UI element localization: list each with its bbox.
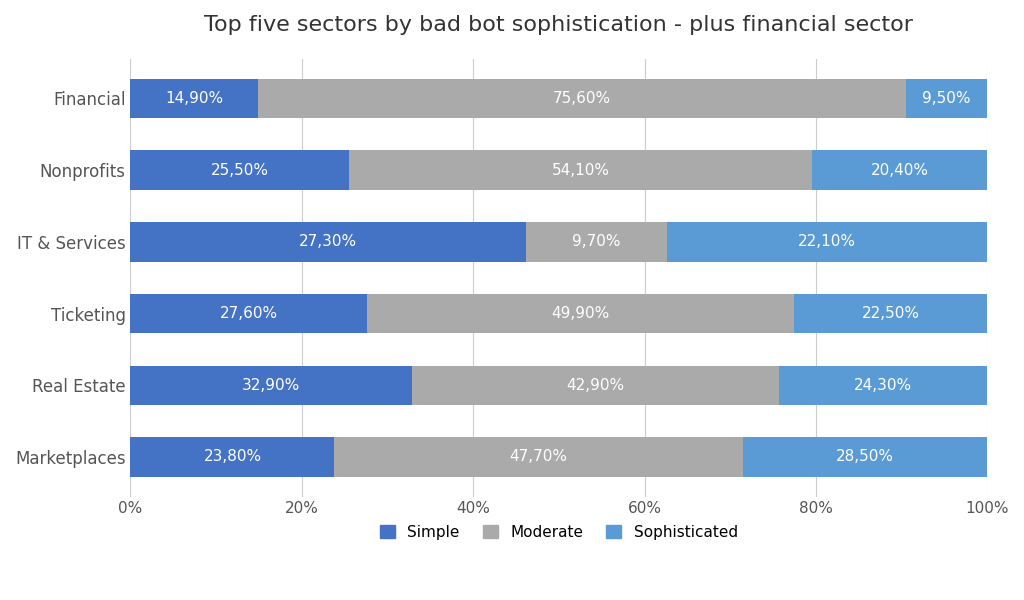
Text: 20,40%: 20,40% bbox=[870, 163, 929, 178]
Text: 9,70%: 9,70% bbox=[572, 235, 621, 250]
Bar bbox=[779, 365, 987, 405]
Text: 25,50%: 25,50% bbox=[211, 163, 268, 178]
Text: 28,50%: 28,50% bbox=[837, 449, 894, 464]
Bar bbox=[743, 437, 987, 476]
Text: 22,10%: 22,10% bbox=[798, 235, 856, 250]
Text: 49,90%: 49,90% bbox=[552, 306, 610, 321]
Bar bbox=[795, 294, 987, 333]
Bar bbox=[130, 222, 526, 262]
Text: 9,50%: 9,50% bbox=[923, 91, 971, 106]
Text: 75,60%: 75,60% bbox=[553, 91, 611, 106]
Bar bbox=[367, 294, 795, 333]
Bar bbox=[130, 79, 258, 118]
Legend: Simple, Moderate, Sophisticated: Simple, Moderate, Sophisticated bbox=[374, 518, 743, 546]
Bar bbox=[130, 365, 412, 405]
Bar bbox=[667, 222, 987, 262]
Bar bbox=[526, 222, 667, 262]
Text: 54,10%: 54,10% bbox=[552, 163, 609, 178]
Text: 23,80%: 23,80% bbox=[204, 449, 261, 464]
Bar bbox=[130, 294, 367, 333]
Text: 27,60%: 27,60% bbox=[220, 306, 278, 321]
Text: 22,50%: 22,50% bbox=[862, 306, 920, 321]
Bar bbox=[812, 151, 987, 190]
Bar bbox=[130, 437, 335, 476]
Title: Top five sectors by bad bot sophistication - plus financial sector: Top five sectors by bad bot sophisticati… bbox=[205, 15, 913, 35]
Text: 27,30%: 27,30% bbox=[299, 235, 357, 250]
Text: 32,90%: 32,90% bbox=[242, 378, 300, 393]
Bar bbox=[906, 79, 987, 118]
Bar bbox=[130, 151, 349, 190]
Bar bbox=[258, 79, 906, 118]
Bar bbox=[412, 365, 779, 405]
Text: 42,90%: 42,90% bbox=[566, 378, 625, 393]
Text: 14,90%: 14,90% bbox=[165, 91, 223, 106]
Bar bbox=[335, 437, 743, 476]
Text: 47,70%: 47,70% bbox=[510, 449, 567, 464]
Text: 24,30%: 24,30% bbox=[854, 378, 912, 393]
Bar bbox=[349, 151, 812, 190]
